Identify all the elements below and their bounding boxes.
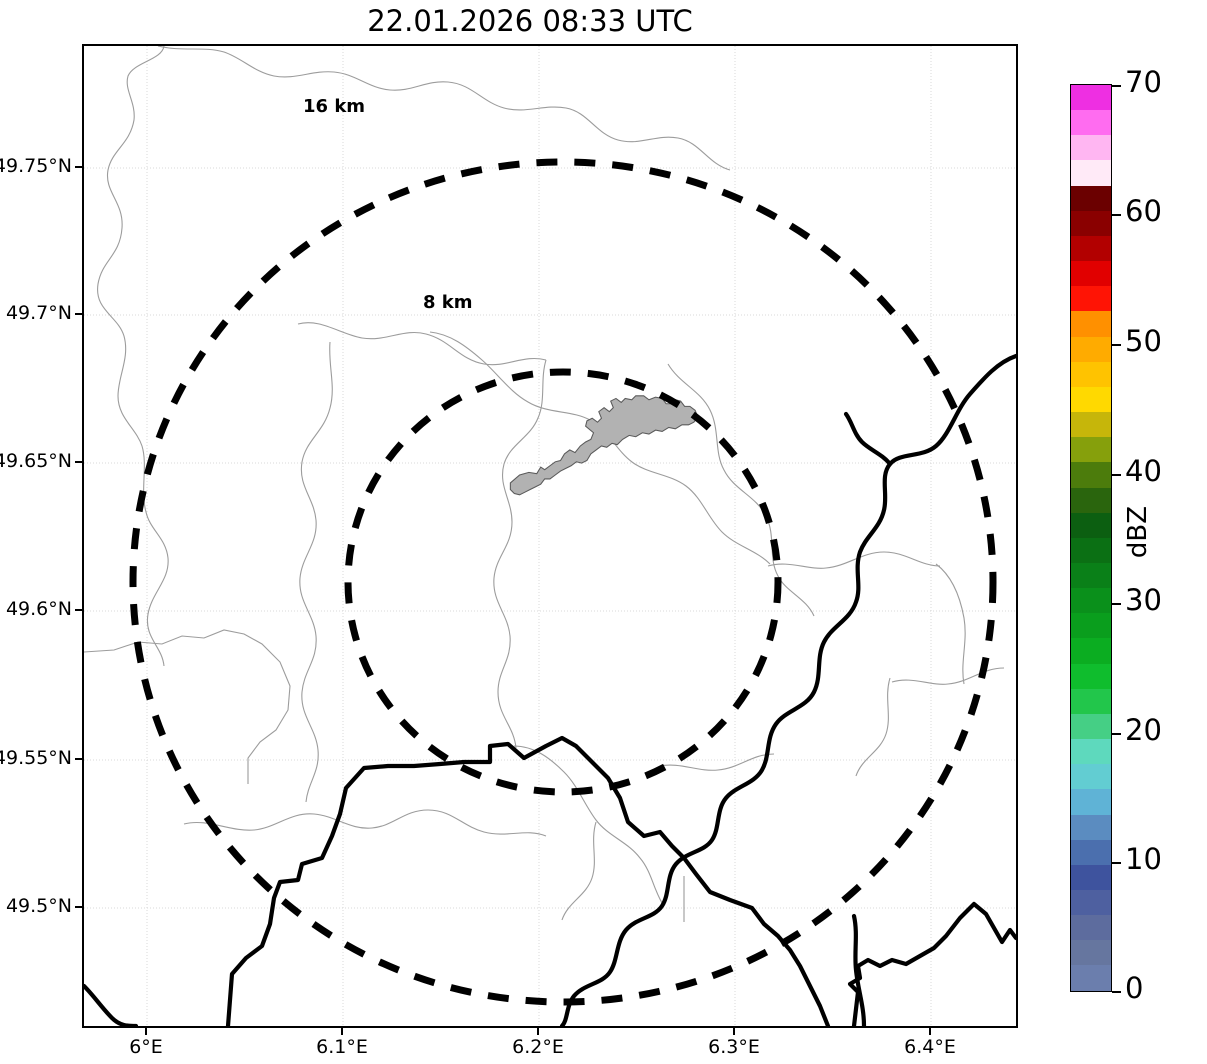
range-ring-label-8km: 8 km (423, 292, 473, 313)
colorbar-tick-label: 60 (1125, 194, 1162, 228)
colorbar-band (1071, 814, 1111, 840)
x-tick-label: 6.3°E (708, 1036, 760, 1058)
x-tick-mark (537, 1028, 539, 1035)
colorbar-tick-label: 0 (1125, 971, 1144, 1005)
x-tick-mark (733, 1028, 735, 1035)
colorbar-band (1071, 286, 1111, 312)
colorbar-band (1071, 688, 1111, 714)
y-tick-mark (75, 313, 82, 315)
map-canvas (84, 46, 1016, 1026)
colorbar-band (1071, 386, 1111, 413)
x-tick-label: 6.1°E (316, 1036, 368, 1058)
colorbar-band (1071, 965, 1111, 991)
x-tick-mark (929, 1028, 931, 1035)
colorbar-tick-mark (1112, 733, 1121, 735)
grid-lines (84, 46, 1016, 1026)
y-tick-label: 49.65°N (0, 450, 72, 472)
colorbar-band (1071, 663, 1111, 689)
colorbar-tick-label: 10 (1125, 842, 1162, 876)
colorbar-tick-label: 40 (1125, 454, 1162, 488)
colorbar-band (1071, 562, 1111, 589)
colorbar-band (1071, 588, 1111, 614)
y-tick-mark (75, 166, 82, 168)
colorbar-band (1071, 412, 1111, 438)
y-tick-label: 49.75°N (0, 155, 72, 177)
y-tick-mark (75, 609, 82, 611)
colorbar-tick-mark (1112, 991, 1121, 993)
x-tick-label: 6.2°E (512, 1036, 564, 1058)
colorbar-tick-mark (1112, 603, 1121, 605)
y-tick-label: 49.55°N (0, 747, 72, 769)
city-area-polygon (509, 395, 699, 496)
colorbar-tick-mark (1112, 344, 1121, 346)
y-tick-mark (75, 461, 82, 463)
colorbar-band (1071, 261, 1111, 287)
colorbar-band (1071, 110, 1111, 136)
colorbar-tick-mark (1112, 85, 1121, 87)
y-tick-label: 49.6°N (5, 598, 72, 620)
colorbar-band (1071, 361, 1111, 387)
colorbar-tick-label: 20 (1125, 713, 1162, 747)
colorbar[interactable] (1070, 84, 1112, 992)
y-tick-mark (75, 906, 82, 908)
colorbar-band (1071, 839, 1111, 865)
colorbar-tick-label: 50 (1125, 324, 1162, 358)
colorbar-band (1071, 764, 1111, 790)
colorbar-band (1071, 336, 1111, 362)
colorbar-title-wrap: dBZ (1123, 0, 1206, 1064)
x-tick-label: 6.4°E (904, 1036, 956, 1058)
colorbar-band (1071, 739, 1111, 765)
colorbar-band (1071, 537, 1111, 563)
y-tick-label: 49.7°N (5, 302, 72, 324)
colorbar-band (1071, 890, 1111, 916)
national-borders (84, 353, 1016, 1026)
y-tick-label: 49.5°N (5, 895, 72, 917)
colorbar-band (1071, 135, 1111, 161)
colorbar-band (1071, 235, 1111, 262)
colorbar-band (1071, 713, 1111, 740)
colorbar-band (1071, 512, 1111, 538)
y-tick-mark (75, 758, 82, 760)
x-tick-label: 6°E (129, 1036, 163, 1058)
colorbar-band (1071, 864, 1111, 890)
colorbar-band (1071, 437, 1111, 463)
colorbar-tick-mark (1112, 214, 1121, 216)
colorbar-tick-mark (1112, 474, 1121, 476)
colorbar-band (1071, 210, 1111, 236)
colorbar-band (1071, 613, 1111, 639)
colorbar-band (1071, 462, 1111, 488)
colorbar-tick-mark (1112, 862, 1121, 864)
map-plot-area[interactable] (82, 44, 1018, 1028)
colorbar-band (1071, 487, 1111, 513)
colorbar-band (1071, 638, 1111, 664)
range-ring-8km (344, 368, 782, 796)
colorbar-title: dBZ (1123, 505, 1153, 559)
colorbar-band (1071, 185, 1111, 211)
range-ring-16km (129, 158, 997, 1006)
colorbar-tick-label: 30 (1125, 583, 1162, 617)
range-rings (129, 158, 997, 1006)
colorbar-band (1071, 160, 1111, 186)
colorbar-band (1071, 789, 1111, 815)
x-tick-mark (145, 1028, 147, 1035)
colorbar-band (1071, 915, 1111, 941)
colorbar-tick-label: 70 (1125, 65, 1162, 99)
range-ring-label-16km: 16 km (303, 96, 366, 117)
colorbar-band (1071, 311, 1111, 337)
page-title: 22.01.2026 08:33 UTC (367, 4, 693, 38)
colorbar-band (1071, 940, 1111, 966)
colorbar-band (1071, 85, 1111, 111)
x-tick-mark (341, 1028, 343, 1035)
